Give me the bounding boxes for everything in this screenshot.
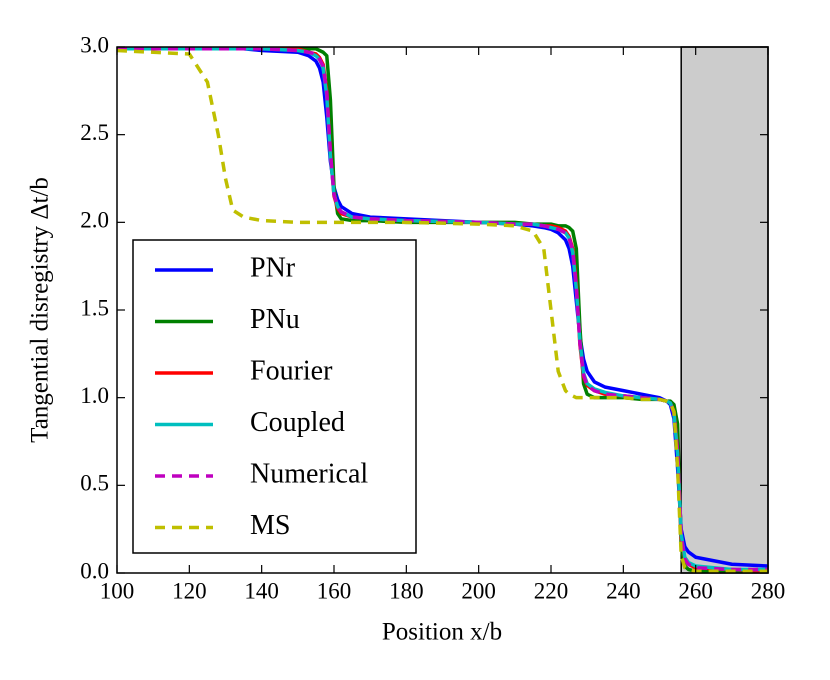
x-axis-label: Position x/b (382, 619, 502, 646)
y-tick-label: 0.0 (80, 558, 109, 583)
x-tick-label: 160 (317, 578, 352, 603)
x-tick-label: 200 (461, 578, 496, 603)
legend-label: PNr (250, 252, 296, 283)
series-line (117, 47, 768, 572)
x-tick-label: 180 (389, 578, 424, 603)
legend-label: MS (250, 510, 290, 541)
legend-box (132, 239, 417, 554)
x-tick-label: 220 (534, 578, 569, 603)
legend-label: Fourier (250, 355, 333, 386)
x-tick-label: 120 (172, 578, 207, 603)
shaded-region (680, 46, 769, 574)
x-tick-label: 280 (751, 578, 786, 603)
y-tick-label: 2.0 (80, 208, 109, 233)
x-tick-label: 140 (244, 578, 279, 603)
x-tick-label: 260 (678, 578, 713, 603)
y-tick-label: 1.0 (80, 383, 109, 408)
legend-label: Numerical (250, 458, 368, 489)
y-axis-label: Tangential disregistry Δt/b (27, 177, 54, 443)
y-tick-label: 1.5 (80, 295, 109, 320)
y-tick-label: 0.5 (80, 471, 109, 496)
y-tick-label: 2.5 (80, 120, 109, 145)
x-tick-label: 240 (606, 578, 641, 603)
y-tick-label: 3.0 (80, 32, 109, 57)
x-tick-label: 100 (100, 578, 135, 603)
legend-label: Coupled (250, 407, 345, 438)
legend-label: PNu (250, 304, 300, 335)
